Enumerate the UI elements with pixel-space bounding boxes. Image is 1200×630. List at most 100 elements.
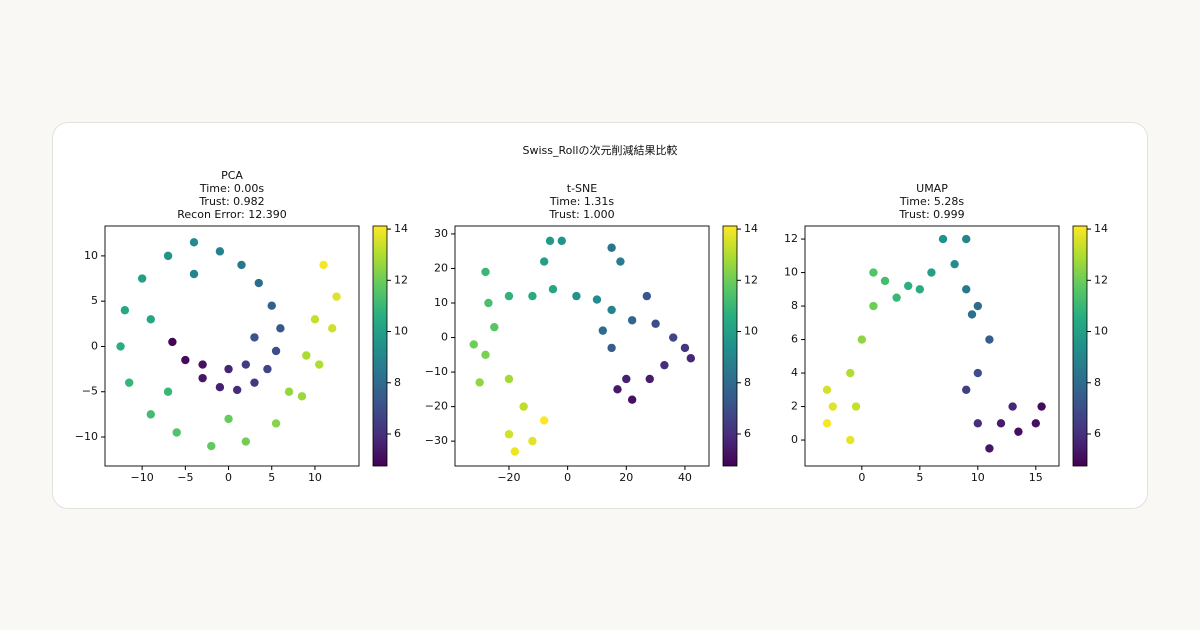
point bbox=[985, 444, 994, 453]
point bbox=[973, 368, 983, 378]
point bbox=[237, 260, 246, 270]
point bbox=[938, 234, 948, 244]
y-tick-label: 0 bbox=[791, 433, 798, 446]
point bbox=[680, 343, 690, 353]
point bbox=[627, 316, 637, 325]
point bbox=[904, 281, 913, 291]
point bbox=[504, 430, 514, 439]
point bbox=[822, 419, 832, 428]
point bbox=[137, 274, 147, 283]
subplot-title: PCA bbox=[221, 169, 243, 182]
figure-title: Swiss_Rollの次元削減結果比較 bbox=[523, 143, 678, 157]
point bbox=[475, 378, 484, 387]
x-tick-label: −20 bbox=[497, 471, 520, 484]
colorbar-tick-label: 14 bbox=[394, 222, 408, 235]
x-tick-label: −5 bbox=[177, 471, 193, 484]
x-tick-label: 5 bbox=[268, 471, 275, 484]
axes-frame bbox=[804, 225, 1060, 467]
y-tick-label: 10 bbox=[784, 266, 798, 279]
point bbox=[607, 243, 616, 252]
point bbox=[973, 301, 983, 311]
point bbox=[297, 392, 307, 401]
point bbox=[224, 414, 233, 424]
colorbar-tick-label: 10 bbox=[744, 325, 758, 338]
point bbox=[481, 267, 490, 277]
point bbox=[950, 259, 959, 269]
point bbox=[207, 441, 216, 451]
point bbox=[846, 368, 855, 378]
subplot-title: Time: 1.31s bbox=[549, 195, 615, 208]
point bbox=[172, 428, 181, 437]
point bbox=[607, 305, 616, 315]
point bbox=[481, 350, 490, 360]
x-tick-label: 10 bbox=[308, 471, 322, 484]
point bbox=[241, 437, 251, 446]
point bbox=[215, 383, 225, 392]
subplot-title: Time: 5.28s bbox=[899, 195, 965, 208]
y-tick-label: 6 bbox=[791, 333, 798, 346]
point bbox=[557, 236, 566, 246]
subplot-title: Trust: 1.000 bbox=[548, 208, 614, 221]
point bbox=[1031, 419, 1041, 428]
point bbox=[1014, 427, 1023, 436]
point bbox=[528, 436, 537, 446]
point bbox=[1037, 402, 1046, 411]
colorbar-tick-label: 10 bbox=[1094, 325, 1108, 338]
point bbox=[880, 276, 890, 286]
y-tick-label: 8 bbox=[791, 299, 798, 312]
y-tick-label: 4 bbox=[791, 366, 798, 379]
point bbox=[250, 333, 259, 342]
point bbox=[124, 378, 134, 387]
point bbox=[869, 268, 878, 277]
point bbox=[973, 419, 983, 428]
y-tick-label: 30 bbox=[434, 227, 448, 240]
y-tick-label: 10 bbox=[434, 296, 448, 309]
y-tick-label: 12 bbox=[784, 232, 798, 245]
point bbox=[572, 291, 581, 301]
point bbox=[592, 295, 602, 304]
point bbox=[822, 385, 832, 394]
colorbar-tick-label: 12 bbox=[744, 273, 758, 286]
x-tick-label: 15 bbox=[1029, 471, 1043, 484]
point bbox=[548, 284, 558, 294]
x-tick-label: 0 bbox=[858, 471, 865, 484]
point bbox=[241, 360, 251, 369]
point bbox=[332, 292, 341, 301]
colorbar-tick-label: 14 bbox=[744, 222, 758, 235]
point bbox=[669, 333, 678, 342]
point bbox=[651, 319, 660, 328]
point bbox=[613, 385, 622, 394]
point bbox=[915, 285, 925, 294]
point bbox=[598, 326, 608, 335]
colorbar bbox=[372, 225, 388, 467]
point bbox=[962, 234, 971, 244]
point bbox=[484, 298, 493, 308]
y-tick-label: 5 bbox=[91, 294, 98, 307]
point bbox=[642, 291, 652, 301]
point bbox=[510, 447, 520, 456]
point bbox=[198, 373, 207, 383]
point bbox=[168, 337, 177, 347]
point bbox=[962, 385, 971, 394]
subplot-title: Trust: 0.999 bbox=[898, 208, 964, 221]
point bbox=[539, 257, 549, 266]
point bbox=[263, 364, 272, 374]
point bbox=[254, 278, 263, 288]
point bbox=[198, 360, 207, 369]
point bbox=[622, 374, 631, 384]
point bbox=[846, 435, 855, 445]
x-tick-label: 20 bbox=[619, 471, 633, 484]
point bbox=[146, 315, 155, 324]
point bbox=[267, 301, 276, 310]
subplot-title: Recon Error: 12.390 bbox=[177, 208, 286, 221]
point bbox=[469, 340, 478, 349]
point bbox=[284, 387, 294, 396]
x-tick-label: 0 bbox=[564, 471, 571, 484]
point bbox=[528, 291, 537, 301]
point bbox=[962, 285, 971, 294]
point bbox=[539, 416, 549, 425]
x-tick-label: 10 bbox=[971, 471, 985, 484]
point bbox=[627, 395, 637, 404]
y-tick-label: −30 bbox=[425, 434, 448, 447]
point bbox=[545, 236, 555, 246]
